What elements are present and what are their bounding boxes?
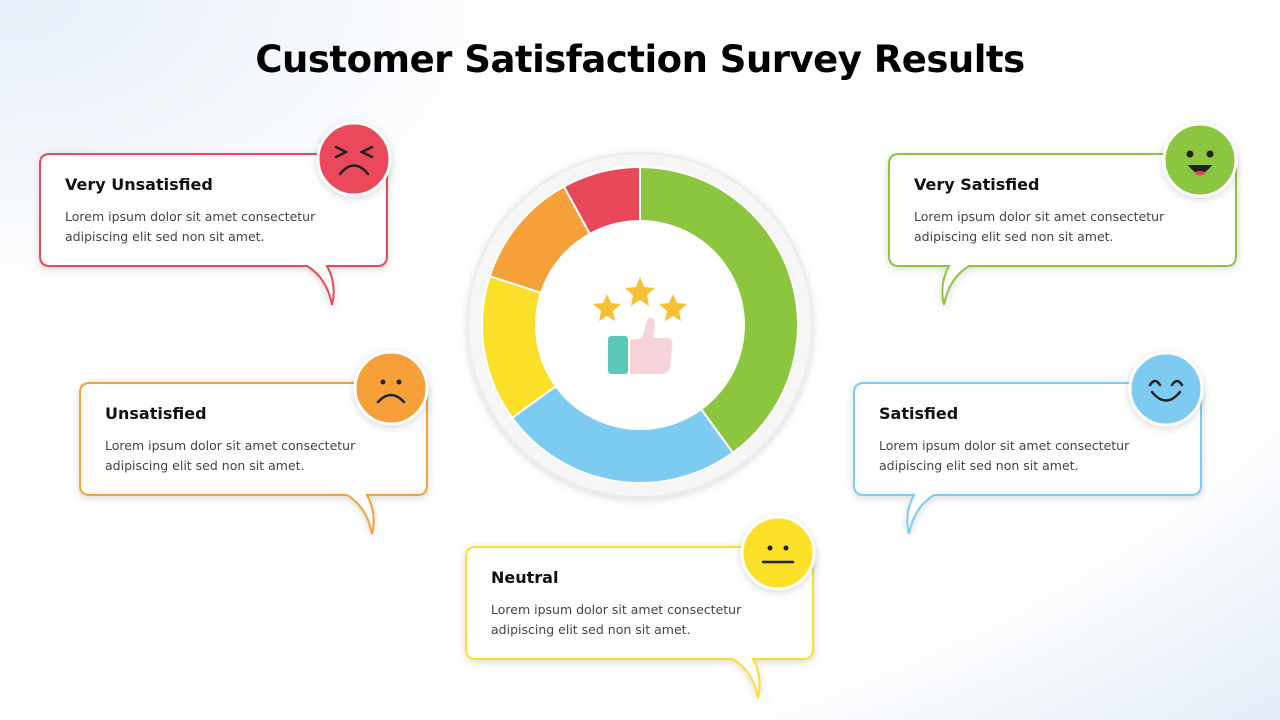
eye [359,145,374,159]
emoji-features [376,379,406,404]
callout-text: Lorem ipsum dolor sit amet consectetur a… [914,209,1165,244]
callout-title: Neutral [491,568,559,587]
mouth [1188,165,1212,174]
tongue [1194,171,1206,176]
eye [783,545,789,551]
mouth [1150,390,1182,402]
eye [1170,379,1184,387]
callout-title: Very Unsatisfied [65,175,213,194]
callout-text: Lorem ipsum dolor sit amet consectetur a… [105,438,356,473]
emoji-face [1162,122,1238,198]
callout-title: Satisfied [879,404,959,423]
emoji-face [740,515,816,591]
emoji-features [761,545,795,564]
eye [380,379,386,385]
eye [767,545,773,551]
emoji-features [1148,379,1184,402]
emoji-face [1128,351,1204,427]
eye [396,379,402,385]
emoji-face [353,350,429,426]
donut-hole [536,221,744,429]
callout-text: Lorem ipsum dolor sit amet consectetur a… [491,602,742,637]
callout-title: Very Satisfied [914,175,1040,194]
eye [334,145,349,159]
eye [1186,150,1194,158]
emoji-features [334,145,374,176]
callout-text: Lorem ipsum dolor sit amet consectetur a… [879,438,1130,473]
eye [1206,150,1214,158]
callout-title: Unsatisfied [105,404,207,423]
eye [1148,379,1162,387]
mouth [338,164,370,176]
callout-text: Lorem ipsum dolor sit amet consectetur a… [65,209,316,244]
emoji-features [1186,150,1214,176]
rating-icon [593,277,687,374]
chart-title: Customer Satisfaction Survey Results [255,38,1025,81]
mouth [376,393,406,404]
emoji-face [316,121,392,197]
